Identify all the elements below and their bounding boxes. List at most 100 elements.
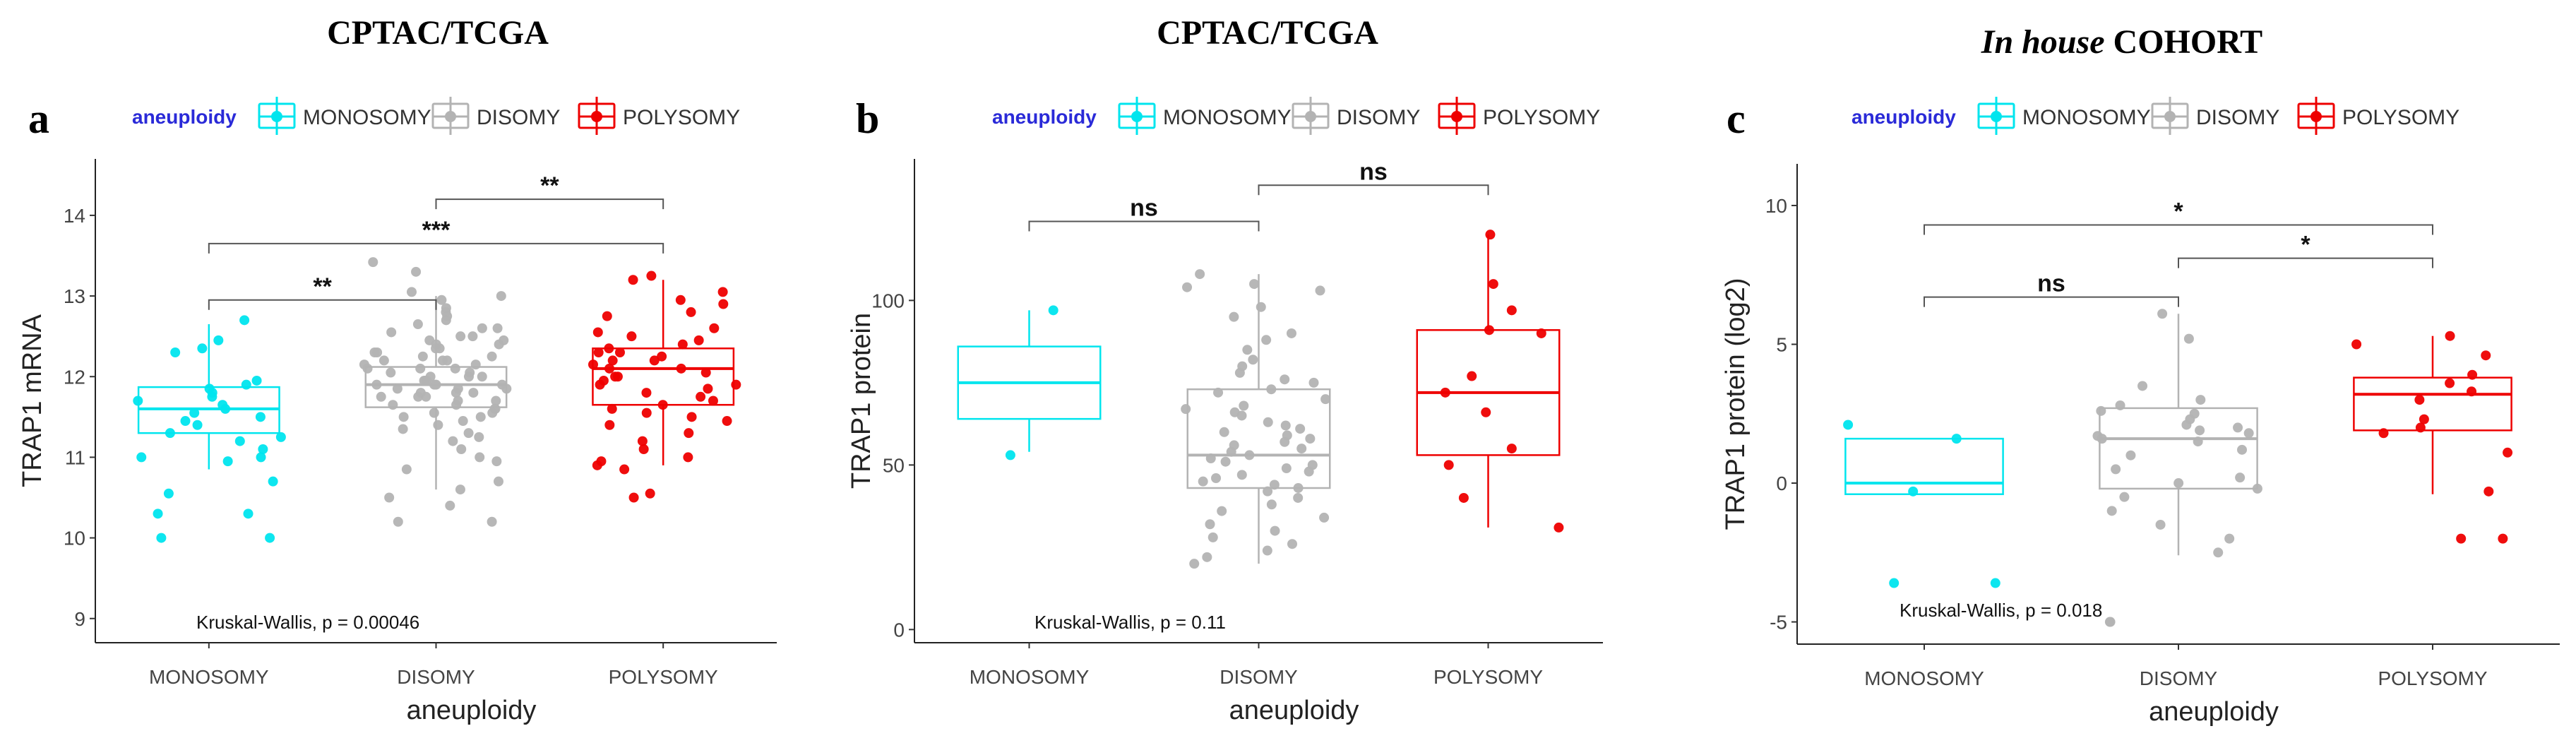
x-tick-label-disomy: DISOMY — [397, 666, 475, 688]
data-point — [1234, 367, 1245, 378]
data-point — [474, 432, 484, 442]
iqr-box — [2353, 376, 2512, 432]
data-point — [384, 492, 395, 503]
data-point — [1320, 394, 1331, 405]
x-axis-title: aneuploidy — [1229, 696, 1359, 725]
data-point — [686, 412, 697, 422]
data-point — [1219, 427, 1229, 437]
data-point — [592, 327, 603, 338]
data-point — [234, 436, 245, 446]
data-point — [2096, 405, 2106, 416]
x-axis-title: aneuploidy — [407, 696, 537, 725]
legend-dot-swatch — [1991, 111, 2002, 122]
data-point — [1440, 387, 1450, 398]
legend: aneuploidy MONOSOMY DISOMY POLYSOMY — [1852, 97, 2459, 135]
data-point — [2105, 617, 2116, 627]
data-point — [1220, 456, 1231, 467]
data-point — [1270, 525, 1280, 536]
data-point — [1181, 404, 1191, 415]
data-point — [1213, 387, 1224, 398]
data-point — [376, 391, 386, 402]
kruskal-wallis-annotation: Kruskal-Wallis, p = 0.11 — [1034, 612, 1226, 633]
data-point — [1295, 424, 1306, 434]
data-point — [2233, 422, 2243, 433]
legend-key-disomy: DISOMY — [2151, 97, 2279, 135]
x-tick-label-polysomy: POLYSOMY — [609, 666, 718, 688]
y-axis-title: TRAP1 protein — [847, 313, 876, 489]
data-point — [722, 416, 732, 427]
data-point — [1488, 279, 1498, 290]
data-point — [593, 347, 604, 357]
data-point — [1554, 522, 1564, 533]
panel-a: aneuploidy MONOSOMY DISOMY POLYSOMY 9 10 11 12 1… — [18, 97, 777, 725]
data-point — [2193, 436, 2203, 447]
legend-key-monosomy: MONOSOMY — [1977, 97, 2151, 135]
data-point — [458, 416, 468, 427]
box-polysomy — [1416, 234, 1561, 528]
data-point — [645, 488, 655, 499]
legend-dot-swatch — [271, 111, 282, 122]
data-point — [1217, 506, 1227, 516]
data-point — [607, 403, 617, 414]
data-point — [1198, 476, 1208, 487]
points-polysomy — [588, 271, 741, 503]
data-point — [693, 335, 704, 345]
data-point — [1182, 282, 1193, 292]
data-point — [1484, 325, 1494, 335]
data-point — [2157, 309, 2168, 319]
data-point — [2235, 472, 2246, 483]
data-point — [265, 533, 275, 543]
data-point — [258, 444, 268, 454]
data-point — [1244, 450, 1255, 460]
significance-label: *** — [422, 217, 451, 244]
legend-label: POLYSOMY — [623, 106, 740, 129]
data-point — [641, 388, 652, 398]
box-disomy — [2099, 314, 2258, 556]
legend-dot-swatch — [1305, 111, 1316, 122]
panel-c-title-space — [2105, 23, 2113, 61]
data-point — [401, 464, 412, 475]
data-point — [429, 379, 440, 390]
data-point — [1263, 417, 1273, 427]
y-tick-label: 10 — [1765, 195, 1787, 217]
data-point — [1287, 539, 1297, 549]
significance-label: * — [2174, 198, 2183, 225]
bracket-line — [208, 299, 437, 310]
data-point — [1249, 279, 1260, 290]
points-monosomy — [1005, 305, 1059, 460]
data-point — [2467, 369, 2478, 380]
panel-b-title: CPTAC/TCGA — [1157, 14, 1378, 52]
data-point — [468, 388, 479, 398]
points-disomy — [2092, 309, 2262, 627]
legend-label: POLYSOMY — [1483, 106, 1600, 129]
bracket-line — [1028, 220, 1260, 232]
data-point — [1005, 450, 1015, 460]
x-tick-label-monosomy: MONOSOMY — [149, 666, 269, 688]
data-point — [1266, 384, 1277, 395]
legend-key-disomy: DISOMY — [431, 97, 560, 135]
data-point — [1236, 470, 1247, 480]
data-point — [2115, 400, 2125, 410]
data-point — [588, 359, 598, 370]
data-point — [431, 343, 441, 354]
data-point — [493, 476, 503, 487]
points-polysomy — [2351, 331, 2513, 544]
data-point — [2414, 395, 2425, 405]
points-polysomy — [1440, 230, 1564, 533]
data-point — [1262, 545, 1272, 556]
y-tick-label: 100 — [871, 290, 905, 311]
data-point — [251, 375, 262, 386]
data-point — [676, 363, 686, 374]
legend-title: aneuploidy — [132, 106, 237, 128]
data-point — [456, 444, 467, 454]
data-point — [189, 408, 200, 418]
data-point — [153, 509, 163, 519]
data-point — [2195, 425, 2205, 436]
data-point — [398, 412, 409, 422]
data-point — [1236, 410, 1247, 421]
data-point — [1286, 328, 1296, 338]
panel-b: aneuploidy MONOSOMY DISOMY POLYSOMY 0 50 100TR… — [847, 97, 1603, 725]
data-point — [417, 351, 428, 362]
legend-title: aneuploidy — [1852, 106, 1956, 128]
data-point — [406, 287, 417, 297]
